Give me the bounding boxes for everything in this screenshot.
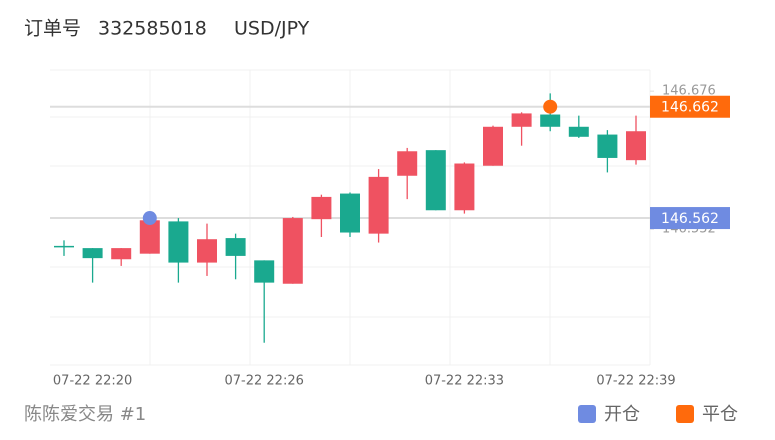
candle-body	[425, 150, 446, 211]
candle-body	[254, 260, 275, 283]
candle-body	[597, 134, 618, 158]
price-label-box	[650, 95, 730, 118]
candle-body	[82, 248, 103, 259]
x-tick-label: 07-22 22:26	[225, 374, 304, 389]
candle-body	[197, 239, 217, 263]
candle-body	[483, 126, 503, 166]
symbol: USD/JPY	[234, 18, 310, 40]
candle-body	[568, 126, 589, 137]
legend-swatch	[578, 405, 596, 423]
legend-label: 开仓	[604, 404, 640, 425]
price-label-box	[650, 207, 730, 230]
x-tick-label: 07-22 22:20	[53, 374, 132, 389]
candle-body	[626, 131, 646, 161]
x-tick-label: 07-22 22:39	[596, 374, 675, 389]
candle-body	[540, 114, 561, 127]
order-id: 332585018	[98, 18, 207, 40]
legend-label: 平仓	[702, 404, 738, 425]
candle-body	[54, 245, 74, 248]
candle-body	[139, 220, 160, 254]
candle-body	[368, 176, 389, 234]
legend-swatch	[676, 405, 694, 423]
candle-body	[311, 196, 332, 220]
candle-body	[511, 113, 532, 127]
candle-body	[340, 193, 360, 233]
footer: 陈陈爱交易 #1	[24, 404, 146, 425]
price-label: 146.662	[661, 100, 719, 116]
x-tick-label: 07-22 22:33	[425, 374, 504, 389]
candle-body	[225, 238, 246, 256]
candle-body	[397, 151, 418, 176]
candle-body	[111, 248, 132, 260]
trade-marker	[142, 211, 157, 226]
order-label: 订单号	[24, 18, 81, 40]
price-label: 146.562	[661, 211, 719, 227]
candle-body	[168, 221, 189, 263]
candle-body	[454, 163, 475, 211]
trade-marker	[543, 99, 558, 114]
y-tick-label: 146.676	[662, 84, 716, 99]
candle-body	[282, 218, 303, 284]
